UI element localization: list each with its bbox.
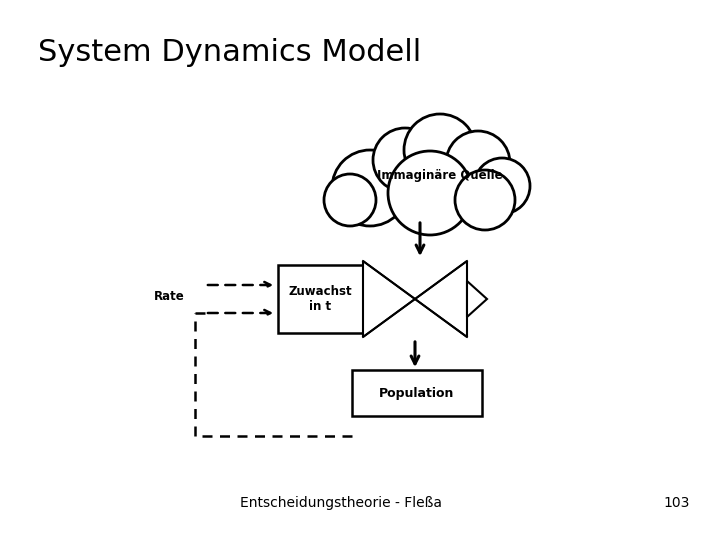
Text: Zuwachst
in t: Zuwachst in t (289, 285, 352, 313)
Bar (352, 370, 482, 416)
Text: System Dynamics Modell: System Dynamics Modell (38, 38, 421, 67)
Circle shape (446, 131, 510, 195)
Circle shape (332, 150, 408, 226)
Text: Immaginäre Quelle: Immaginäre Quelle (377, 170, 503, 183)
Bar (278, 265, 363, 333)
Circle shape (474, 158, 530, 214)
Polygon shape (363, 261, 415, 337)
Polygon shape (467, 281, 487, 317)
Circle shape (373, 128, 437, 192)
Polygon shape (415, 261, 467, 337)
Text: Entscheidungstheorie - Fleßa: Entscheidungstheorie - Fleßa (240, 496, 442, 510)
Text: Population: Population (379, 387, 455, 400)
Circle shape (404, 114, 476, 186)
Circle shape (324, 174, 376, 226)
Circle shape (388, 151, 472, 235)
Text: Rate: Rate (154, 289, 185, 302)
Circle shape (455, 170, 515, 230)
Text: 103: 103 (664, 496, 690, 510)
